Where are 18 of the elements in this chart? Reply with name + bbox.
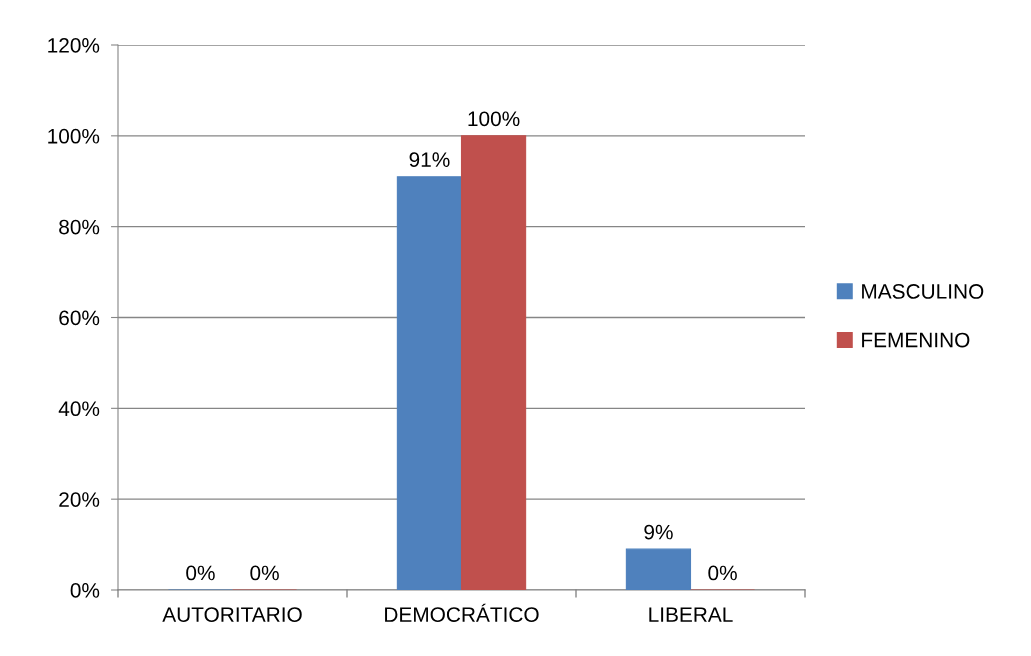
y-tick-label: 60% <box>59 310 100 326</box>
x-tick-label: AUTORITARIO <box>162 607 302 622</box>
y-tick-label: 0% <box>70 583 100 598</box>
y-tick-label: 20% <box>59 492 100 507</box>
y-tick-label: 80% <box>59 219 100 235</box>
y-tick-label: 40% <box>58 401 100 417</box>
x-tick-label: DEMOCRÁTICO <box>385 603 539 622</box>
data-label: 0% <box>186 565 215 581</box>
x-tick-label: LIBERAL <box>649 607 733 622</box>
legend-label: MASCULINO <box>862 284 984 299</box>
data-label: 0% <box>250 565 279 581</box>
data-label: 9% <box>644 524 673 540</box>
data-label: 0% <box>708 565 737 581</box>
data-label: 91% <box>409 152 450 168</box>
legend-label: FEMENINO <box>862 332 970 348</box>
data-label: 100% <box>468 111 520 127</box>
y-tick-label: 120% <box>48 38 100 53</box>
y-tick-label: 100% <box>48 128 100 144</box>
